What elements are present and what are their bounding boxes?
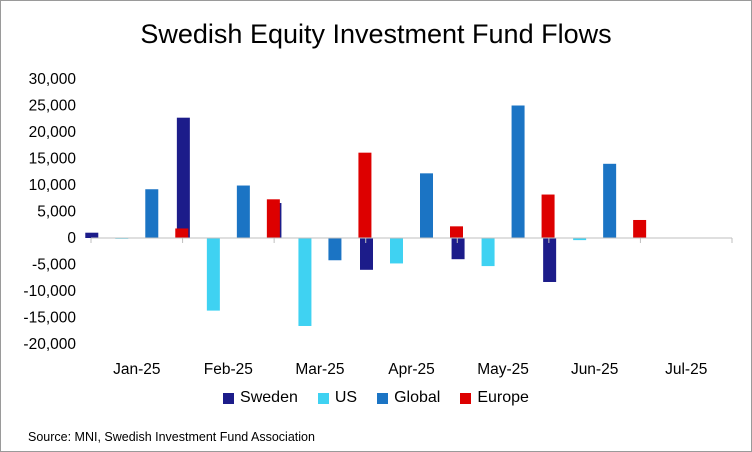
x-category-label: Jan-25: [113, 361, 160, 378]
legend-label: US: [334, 389, 358, 406]
legend-swatch: [460, 392, 472, 404]
bar-europe-mar-25: [358, 152, 372, 238]
plot-area: 30,000 25,000 20,000 15,000 10,000 5,000 0 -5,0…: [23, 71, 733, 378]
y-tick-label: -5,000: [32, 257, 76, 274]
bar-us-jun-25: [573, 238, 587, 241]
bar-sweden-jun-25: [543, 238, 557, 282]
bar-sweden-apr-25: [360, 238, 373, 270]
bar-sweden-feb-25: [176, 117, 190, 238]
bar-us-feb-25: [206, 238, 220, 311]
legend-item-europe: Europe: [460, 389, 529, 407]
x-category-label: May-25: [477, 361, 529, 378]
legend-item-sweden: Sweden: [223, 389, 298, 407]
bar-sweden-may-25: [451, 238, 465, 260]
bar-us-apr-25: [390, 238, 403, 264]
legend-swatch: [317, 392, 329, 404]
bar-europe-feb-25: [266, 199, 280, 238]
y-tick-label: -20,000: [23, 336, 76, 353]
y-tick-label: -10,000: [23, 283, 76, 300]
bar-us-mar-25: [298, 238, 312, 326]
bar-global-feb-25: [236, 185, 250, 238]
y-tick-label: 10,000: [29, 177, 77, 194]
bar-europe-jan-25: [175, 228, 189, 238]
bar-global-jan-25: [145, 189, 159, 238]
y-tick-label: 15,000: [29, 151, 77, 168]
legend-item-global: Global: [377, 389, 440, 407]
legend-item-us: US: [317, 389, 358, 407]
y-tick-label: 25,000: [29, 98, 77, 115]
bar-sweden-jan-25: [85, 232, 99, 238]
bar-global-mar-25: [328, 238, 342, 261]
x-category-label: Apr-25: [388, 361, 435, 378]
bar-europe-may-25: [541, 194, 555, 238]
bar-europe-apr-25: [450, 226, 463, 238]
source-note: Source: MNI, Swedish Investment Fund Ass…: [28, 430, 315, 444]
y-tick-label: -15,000: [23, 310, 76, 327]
chart-title: Swedish Equity Investment Fund Flows: [140, 19, 612, 49]
y-tick-label: 5,000: [37, 204, 76, 221]
y-tick-label: 30,000: [29, 71, 77, 88]
y-tick-label: 0: [67, 230, 76, 247]
bar-global-jun-25: [603, 163, 617, 238]
legend-swatch: [377, 392, 389, 404]
x-category-label: Jun-25: [571, 361, 618, 378]
x-category-label: Feb-25: [204, 361, 253, 378]
bar-global-may-25: [511, 105, 525, 238]
legend-label: Sweden: [240, 389, 298, 406]
x-category-label: Jul-25: [665, 361, 707, 378]
legend-swatch: [223, 392, 235, 404]
legend-label: Europe: [477, 389, 529, 406]
legend-label: Global: [394, 389, 441, 406]
bar-us-may-25: [481, 238, 495, 267]
y-tick-label: 20,000: [29, 124, 77, 141]
legend: Sweden US Global Europe: [1, 389, 751, 407]
bar-global-apr-25: [420, 173, 433, 238]
x-category-label: Mar-25: [295, 361, 344, 378]
bar-europe-jun-25: [633, 219, 647, 238]
